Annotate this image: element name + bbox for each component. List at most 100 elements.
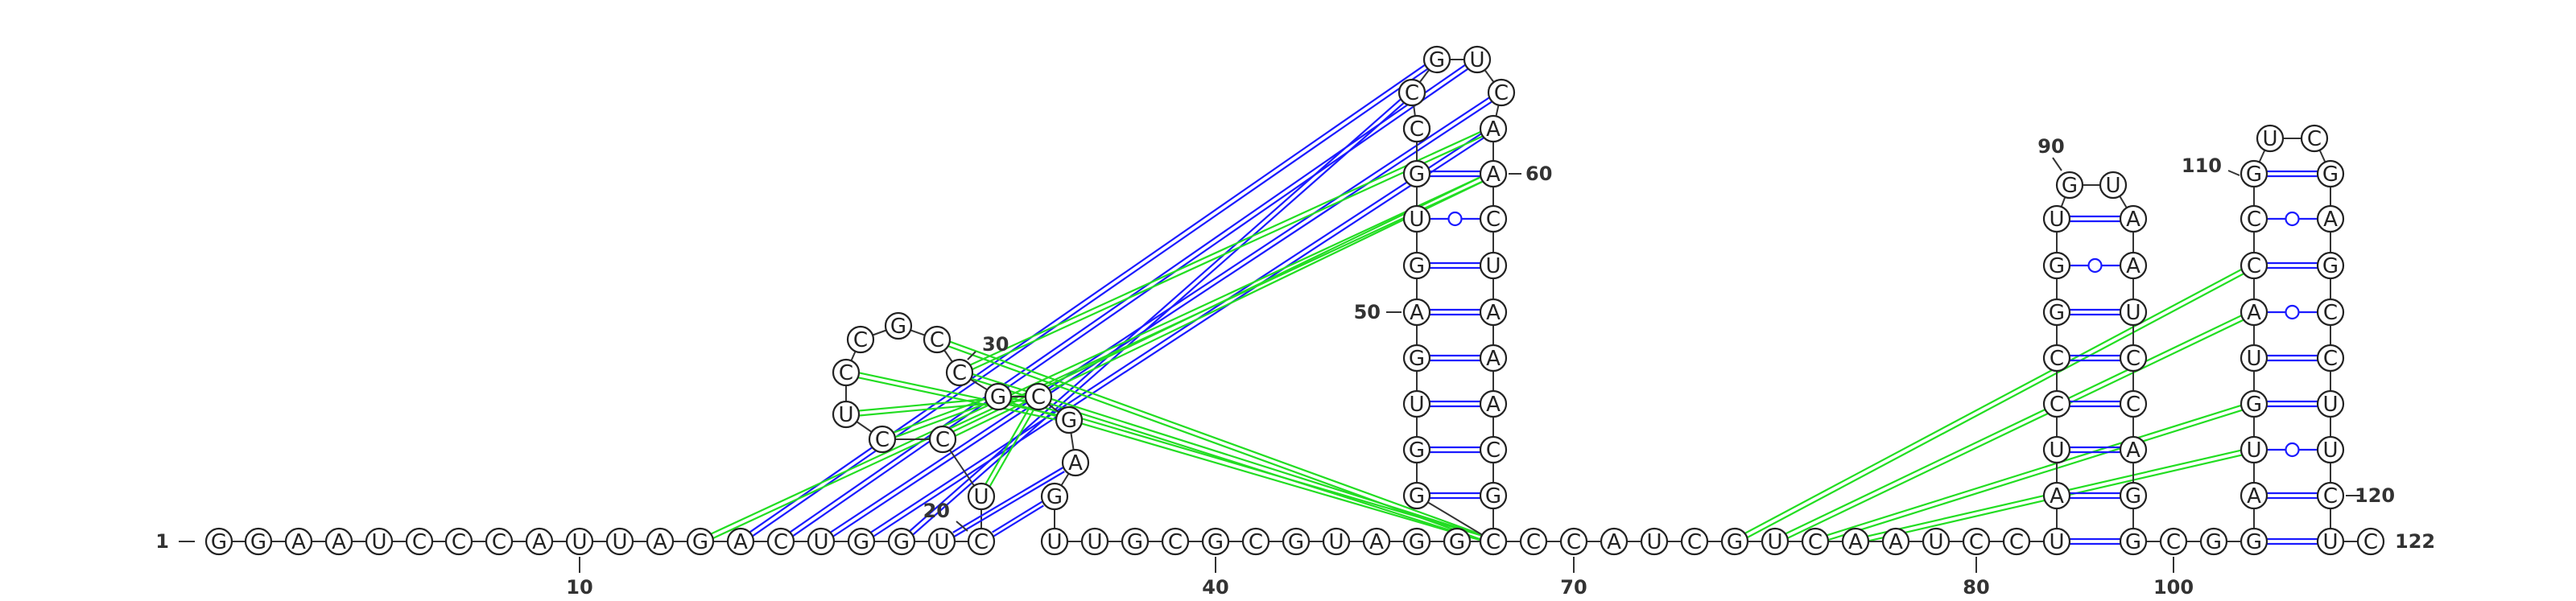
nucleotide-circle [365, 527, 394, 556]
nucleotide: U [927, 527, 956, 556]
nucleotide-letter: U [934, 530, 949, 554]
nucleotide-circle [2042, 298, 2071, 327]
nucleotide-circle [1600, 527, 1629, 556]
nucleotide-circle [1161, 527, 1190, 556]
canonical-pair-line [952, 466, 1065, 533]
nucleotide-letter: A [2126, 438, 2140, 463]
nucleotide-circle [726, 527, 755, 556]
nucleotide-letter: C [1687, 530, 1702, 554]
nucleotide: U [2099, 171, 2128, 200]
nucleotide-circle [2119, 481, 2148, 510]
nucleotide: U [2316, 435, 2345, 464]
nucleotide-letter: A [2247, 301, 2261, 325]
nucleotide: A [1841, 527, 1870, 556]
nucleotide: G [1402, 481, 1431, 510]
nucleotide: C [2002, 527, 2031, 556]
nucleotide: U [2042, 204, 2071, 233]
nucleotide: C [1479, 435, 1508, 464]
nucleotide-letter: G [1409, 163, 1425, 187]
nucleotide: C [2316, 481, 2345, 510]
nucleotide-circle [1121, 527, 1150, 556]
nucleotide-circle [2316, 481, 2345, 510]
pseudoknot-line [902, 93, 1414, 545]
position-tick [2227, 170, 2240, 176]
nucleotide-letter: G [890, 315, 906, 339]
nucleotide-letter: C [935, 428, 950, 452]
nucleotide-letter: U [1646, 530, 1662, 554]
nucleotide-circle [1487, 78, 1516, 107]
nucleotide: A [525, 527, 554, 556]
nucleotide-letter: G [1409, 530, 1425, 554]
nucleotide-circle [1061, 448, 1090, 477]
nucleotide: A [2119, 204, 2148, 233]
nucleotide: G [1282, 527, 1311, 556]
nucleotide: G [2240, 389, 2268, 418]
nucleotide: U [1761, 527, 1790, 556]
nucleotide: A [1881, 527, 1910, 556]
nucleotide: A [284, 527, 313, 556]
position-tick [2052, 157, 2062, 171]
nucleotide-letter: C [2363, 530, 2378, 554]
nucleotide: U [2042, 527, 2071, 556]
nucleotide-circle [1801, 527, 1830, 556]
position-tick [956, 521, 968, 532]
nucleotide: C [444, 527, 473, 556]
nucleotide: C [2356, 527, 2385, 556]
nucleotide-circle [2199, 527, 2228, 556]
nucleotide-circle [1962, 527, 1991, 556]
canonical-pair-line [992, 500, 1044, 533]
nucleotide-letter: G [2246, 530, 2262, 554]
position-label: 80 [1963, 576, 1989, 599]
nucleotide: U [1402, 389, 1431, 418]
nucleotide-letter: G [1727, 530, 1743, 554]
pseudoknot-line [1735, 266, 2256, 545]
nucleotide-circle [1479, 481, 1508, 510]
nucleotide-circle [1463, 45, 1492, 74]
pseudoknot-line [899, 89, 1411, 541]
nucleotide: G [2042, 251, 2071, 280]
nucleotide-circle [565, 527, 594, 556]
nucleotide-circle [2042, 481, 2071, 510]
nucleotide-letter: A [332, 530, 346, 554]
nucleotide-circle [2316, 344, 2345, 373]
nucleotide: U [1322, 527, 1351, 556]
nucleotide-letter: G [894, 530, 910, 554]
nucleotide: C [1559, 527, 1588, 556]
nucleotide-letter: U [1928, 530, 1943, 554]
nucleotide: U [2316, 527, 2345, 556]
nucleotide-letter: U [838, 403, 853, 427]
nucleotide: G [847, 527, 876, 556]
nucleotide: U [807, 527, 836, 556]
nucleotide-letter: G [990, 385, 1006, 410]
nucleotide-letter: G [1409, 438, 1425, 463]
nucleotide-letter: G [2049, 254, 2065, 278]
nucleotide: C [2119, 389, 2148, 418]
nucleotide: G [1402, 527, 1431, 556]
nucleotide-letter: C [2323, 484, 2338, 508]
nucleotide: C [2240, 204, 2268, 233]
nucleotide: G [2240, 159, 2268, 188]
nucleotide: G [1040, 482, 1069, 511]
nucleotide-circle [1402, 344, 1431, 373]
nucleotide: A [1061, 448, 1090, 477]
nucleotide: A [1479, 389, 1508, 418]
position-label-end: 122 [2395, 530, 2435, 553]
nucleotide-circle [1402, 298, 1431, 327]
nucleotide-circle [2042, 389, 2071, 418]
nucleotide-circle [2316, 298, 2345, 327]
nucleotide-letter: U [2125, 301, 2140, 325]
nucleotide-letter: G [1046, 485, 1063, 509]
nucleotide: A [1479, 344, 1508, 373]
pseudoknot-line [881, 393, 998, 438]
wobble-pair-dot [2285, 211, 2300, 227]
nucleotide-circle [2256, 124, 2285, 153]
nucleotide-letter: U [813, 530, 828, 554]
pseudoknot-line [862, 130, 1496, 545]
nucleotide: C [967, 527, 996, 556]
nucleotide: C [1680, 527, 1709, 556]
wobble-pair-dot [2285, 442, 2300, 458]
position-label: 20 [923, 500, 950, 522]
nucleotide-letter: G [692, 530, 708, 554]
nucleotide: C [868, 425, 897, 454]
